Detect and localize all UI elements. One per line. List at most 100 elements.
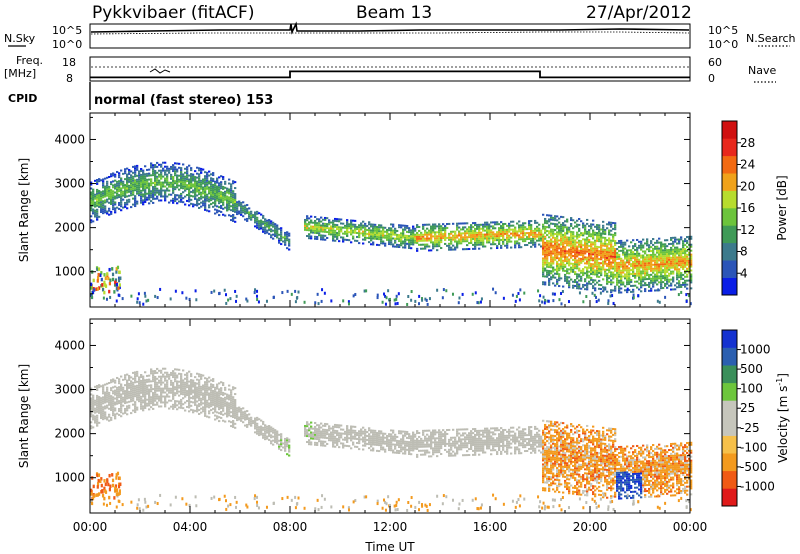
power-cell xyxy=(102,204,105,207)
power-cell xyxy=(410,241,413,244)
power-cell xyxy=(408,227,411,230)
power-cell xyxy=(98,199,101,202)
power-cell xyxy=(386,238,389,241)
power-cell xyxy=(566,270,569,273)
power-cell xyxy=(372,231,375,234)
power-cell xyxy=(218,202,221,205)
power-cell xyxy=(622,241,625,244)
power-cell xyxy=(122,190,125,193)
power-cell xyxy=(256,224,259,227)
power-cell xyxy=(598,250,601,253)
power-cell xyxy=(156,183,159,186)
velocity-cell xyxy=(104,415,107,418)
power-cell xyxy=(198,183,201,186)
velocity-cell xyxy=(208,394,211,397)
power-cell xyxy=(388,227,391,230)
power-cell xyxy=(474,239,477,242)
power-cell xyxy=(194,191,197,194)
power-cell xyxy=(312,221,315,224)
power-cell xyxy=(186,174,189,177)
power-cell xyxy=(514,246,517,249)
power-cell xyxy=(582,234,585,237)
power-cell xyxy=(190,198,193,201)
power-cell xyxy=(632,264,635,267)
power-cell xyxy=(158,199,161,202)
power-cell xyxy=(192,183,195,186)
power-cell xyxy=(276,230,279,233)
power-cell xyxy=(154,173,157,176)
power-cell xyxy=(254,221,257,224)
power-cell xyxy=(656,289,659,292)
power-cell xyxy=(626,251,629,254)
power-cell xyxy=(644,252,647,255)
power-cell xyxy=(228,214,231,217)
power-cell xyxy=(432,231,435,234)
power-cell xyxy=(474,243,477,246)
power-cell xyxy=(432,235,435,238)
power-cell xyxy=(210,203,213,206)
power-cell xyxy=(104,187,107,190)
power-cell xyxy=(168,183,171,186)
velocity-cell xyxy=(220,405,223,408)
velocity-cell xyxy=(222,384,225,387)
power-cell xyxy=(544,263,547,266)
power-cell xyxy=(586,262,589,265)
power-cell xyxy=(412,227,415,230)
power-cell xyxy=(620,273,623,276)
power-cell xyxy=(154,193,157,196)
power-cell xyxy=(610,239,613,242)
power-cell xyxy=(588,262,591,265)
velocity-cell xyxy=(184,391,187,394)
power-cell xyxy=(146,178,149,181)
power-cell xyxy=(158,173,161,176)
power-cell xyxy=(682,283,685,286)
power-cell xyxy=(664,259,667,262)
power-cell xyxy=(550,264,553,267)
power-cell xyxy=(182,181,185,184)
power-cell xyxy=(618,285,621,288)
power-cell xyxy=(440,227,443,230)
power-cell xyxy=(646,244,649,247)
power-cell xyxy=(322,226,325,229)
power-cell xyxy=(550,256,553,259)
power-cell xyxy=(638,266,641,269)
power-cell xyxy=(306,219,309,222)
power-cell xyxy=(638,258,641,261)
velocity-cell xyxy=(214,392,217,395)
velocity-cell xyxy=(132,381,135,384)
velocity-cell xyxy=(188,380,191,383)
power-cell xyxy=(218,214,221,217)
velocity-cell xyxy=(164,383,167,386)
power-cell xyxy=(690,275,693,278)
velocity-cell xyxy=(220,397,223,400)
power-cell xyxy=(108,289,111,294)
power-cell xyxy=(128,186,131,189)
power-cell xyxy=(556,223,559,226)
power-cell xyxy=(546,249,549,252)
velocity-cell xyxy=(160,383,163,386)
power-cell xyxy=(260,221,263,224)
power-cell xyxy=(204,195,207,197)
velocity-cell xyxy=(152,407,155,410)
power-cell xyxy=(464,222,467,225)
power-cell xyxy=(662,277,665,280)
power-cell xyxy=(146,186,149,189)
power-cell xyxy=(632,255,635,258)
power-cell xyxy=(98,180,101,183)
power-cell xyxy=(564,236,567,239)
velocity-cell xyxy=(220,407,223,410)
power-cell xyxy=(330,229,333,232)
power-cell xyxy=(320,226,323,229)
power-cell xyxy=(546,261,549,264)
power-cell xyxy=(370,243,373,246)
power-cell xyxy=(456,228,459,231)
power-cell xyxy=(182,163,185,166)
power-cell xyxy=(274,229,277,232)
power-cell xyxy=(566,230,569,233)
power-cell xyxy=(550,222,553,225)
power-cell xyxy=(91,290,95,295)
velocity-cell xyxy=(160,375,163,378)
power-cell xyxy=(200,205,203,208)
power-cell xyxy=(602,286,605,289)
power-cell xyxy=(284,233,287,236)
